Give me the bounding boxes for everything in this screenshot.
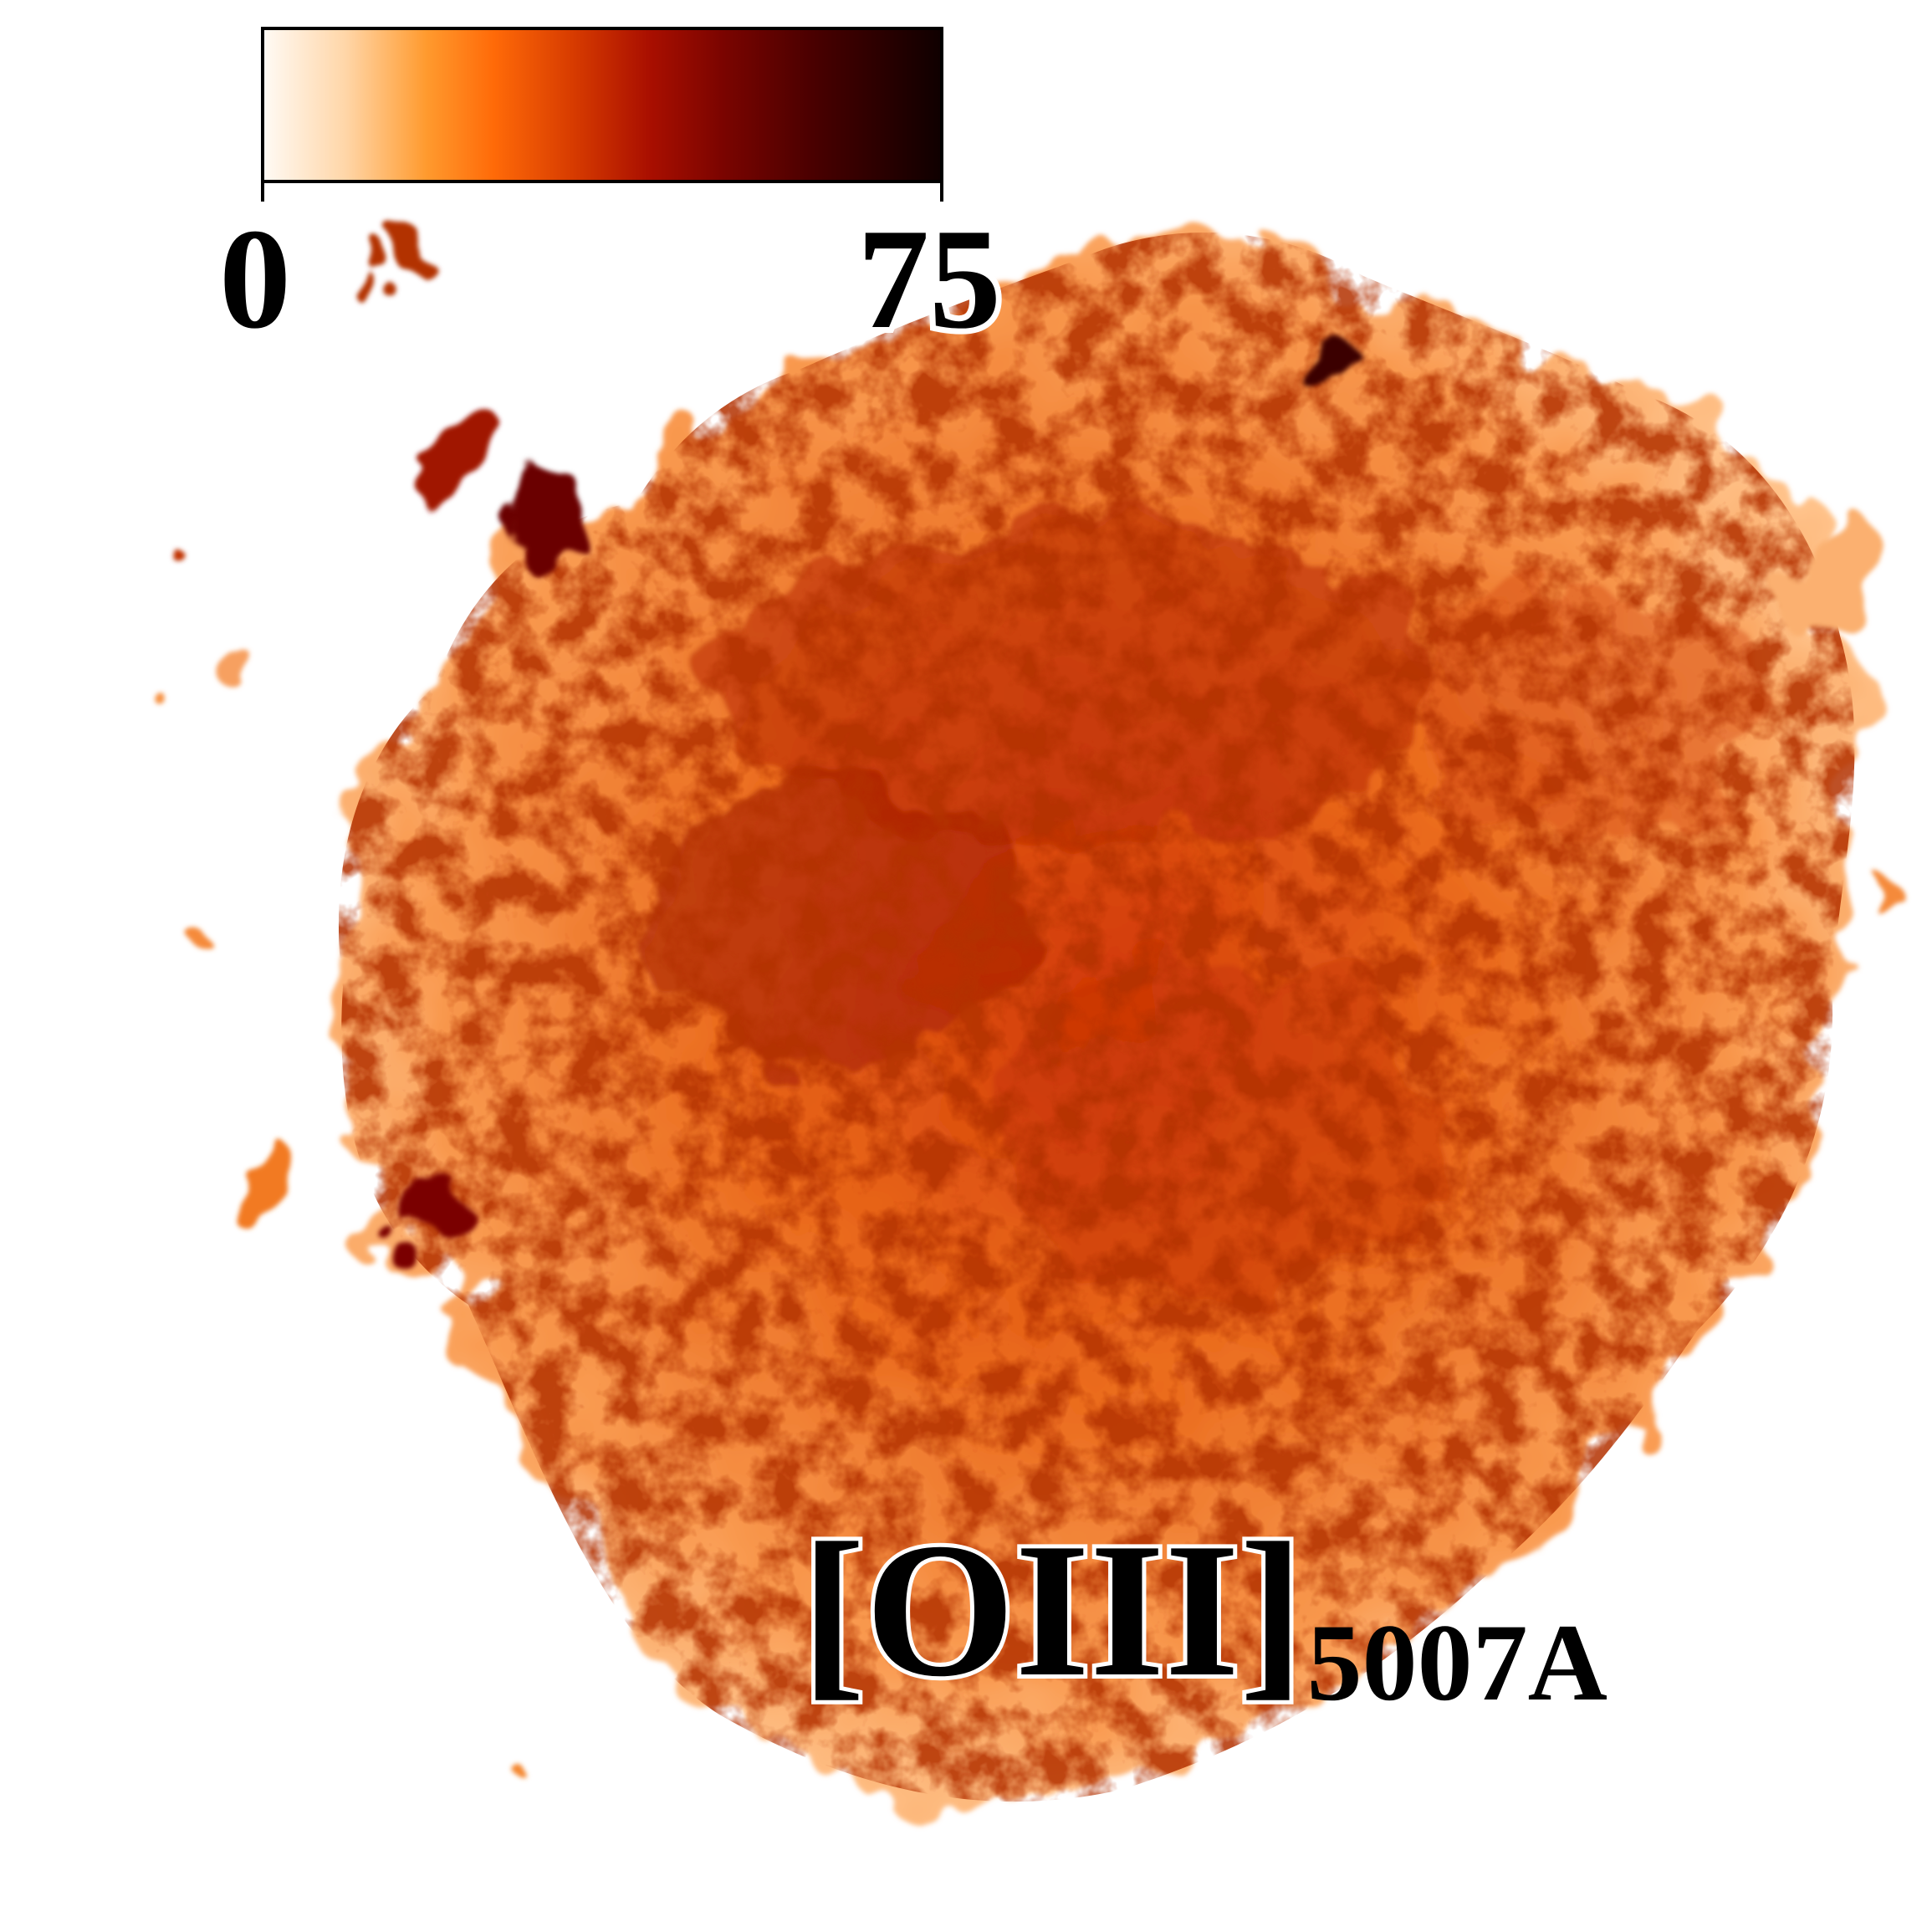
emission-line-wavelength: 5007A <box>1306 1601 1607 1724</box>
emission-line-species: [OIII] <box>797 1503 1308 1716</box>
outer-fragments <box>157 238 1910 1775</box>
colorbar <box>261 27 943 183</box>
colorbar-max-label: 75 <box>851 200 1007 359</box>
colorbar-tick-max <box>940 183 943 202</box>
emission-line-label: [OIII]5007A <box>797 1510 1607 1718</box>
colorbar-tick-min <box>261 183 264 202</box>
colorbar-min-label: 0 <box>213 200 297 359</box>
